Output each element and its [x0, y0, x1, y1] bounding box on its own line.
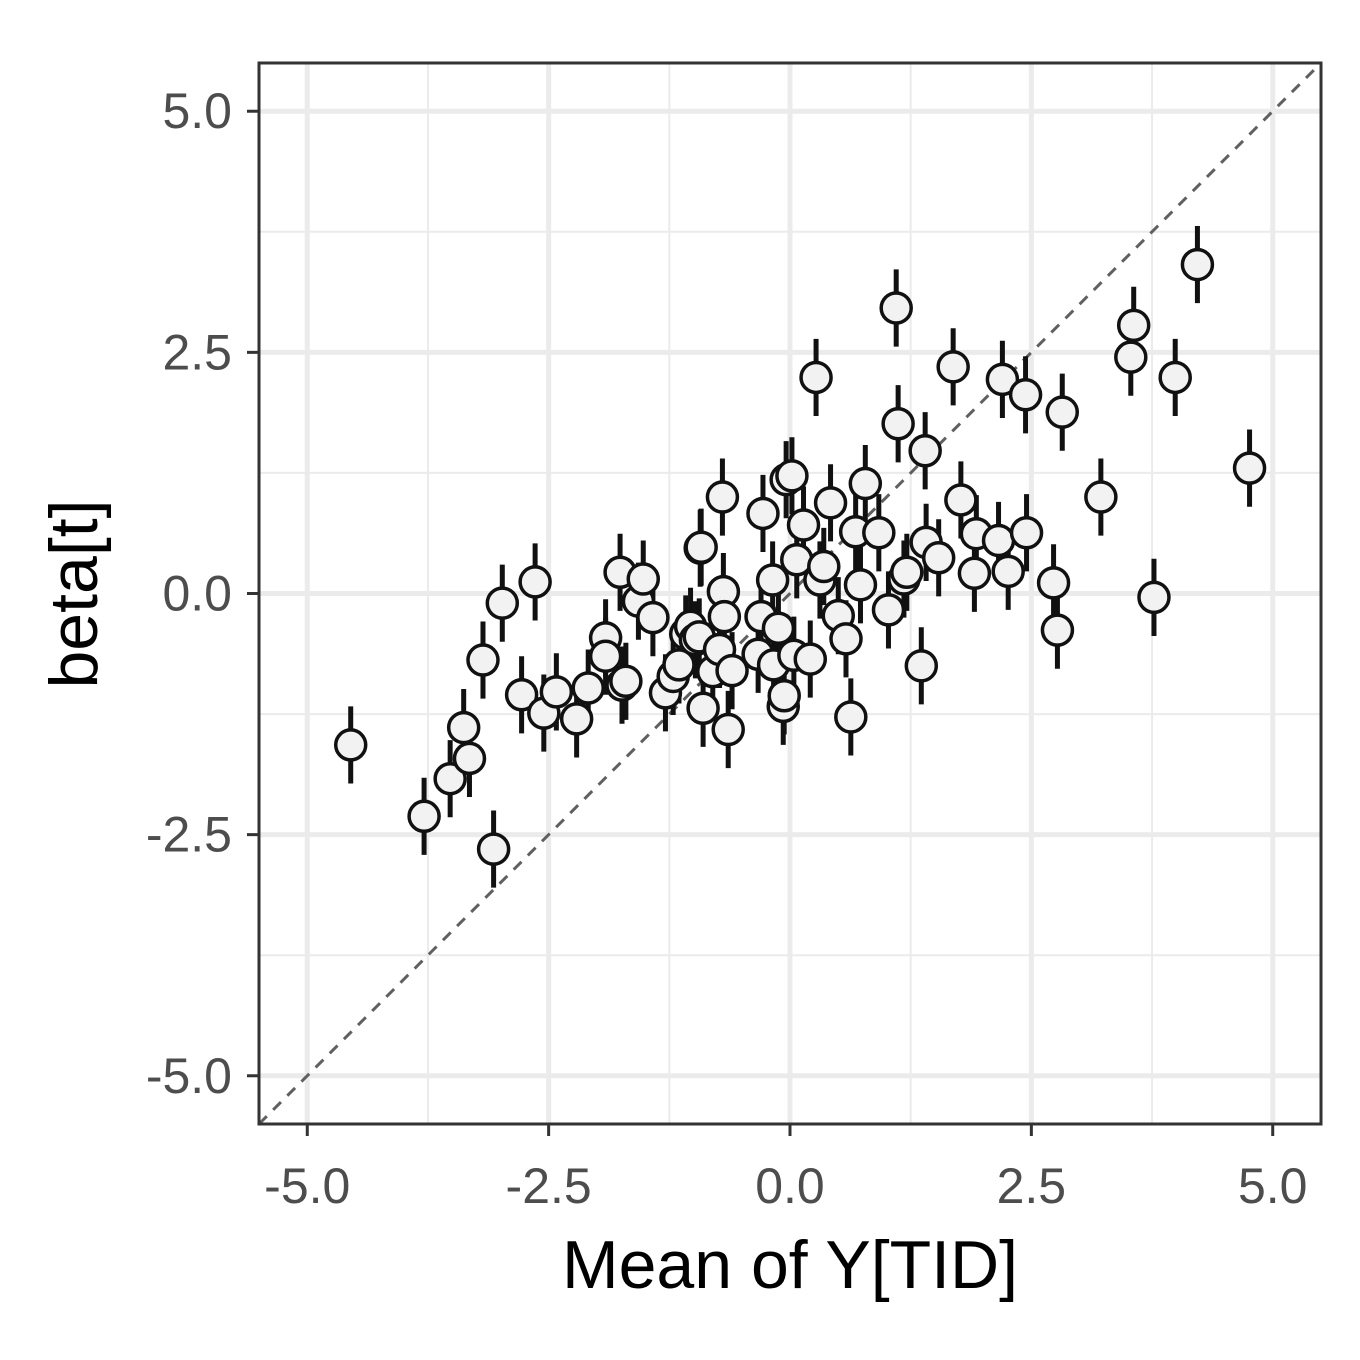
data-point: [466, 643, 500, 677]
data-point: [908, 433, 942, 468]
y-tick-label: 5.0: [162, 83, 232, 139]
data-point: [944, 483, 978, 517]
data-point: [871, 593, 906, 627]
y-tick-label: -2.5: [146, 807, 232, 863]
data-point: [518, 565, 552, 599]
data-point: [407, 799, 441, 834]
data-point: [1009, 515, 1044, 550]
data-point: [476, 832, 511, 866]
data-point: [921, 541, 956, 575]
data-point: [715, 653, 749, 688]
x-tick-label: 0.0: [755, 1158, 825, 1214]
data-point: [957, 556, 992, 590]
y-tick-label: -5.0: [146, 1048, 232, 1104]
data-point: [1137, 580, 1171, 615]
data-point: [1232, 451, 1267, 485]
data-point: [755, 563, 790, 597]
data-point: [807, 549, 841, 584]
data-point: [904, 649, 939, 683]
data-point: [705, 480, 740, 514]
data-point: [485, 586, 520, 620]
data-point: [539, 675, 574, 709]
data-point: [881, 406, 915, 441]
data-point: [848, 466, 883, 501]
data-point: [985, 362, 1020, 397]
data-point: [433, 761, 467, 796]
data-point: [1158, 360, 1192, 395]
data-point: [636, 600, 670, 635]
y-tick-label: 0.0: [162, 566, 232, 622]
x-tick-label: 5.0: [1238, 1158, 1308, 1214]
data-point: [1045, 395, 1080, 429]
data-point: [767, 678, 801, 713]
data-point: [1036, 566, 1071, 600]
data-point: [686, 691, 720, 726]
data-point: [684, 530, 718, 564]
data-points: [333, 247, 1267, 866]
data-point: [786, 508, 821, 542]
x-tick-label: 2.5: [997, 1158, 1067, 1214]
data-point: [559, 702, 594, 736]
x-axis: -5.0 -2.5 0.0 2.5 5.0: [264, 1124, 1307, 1214]
data-point: [746, 496, 780, 531]
data-point: [879, 291, 913, 325]
data-point: [793, 642, 828, 676]
y-tick-label: 2.5: [162, 324, 232, 380]
data-point: [711, 712, 745, 747]
data-point: [936, 350, 970, 384]
data-point: [843, 568, 878, 602]
x-axis-title: Mean of Y[TID]: [562, 1227, 1018, 1303]
data-point: [799, 360, 833, 395]
data-point: [1180, 247, 1215, 282]
data-point: [775, 459, 809, 493]
data-point: [1116, 308, 1151, 343]
data-point: [991, 554, 1025, 589]
data-point: [571, 671, 605, 705]
data-point: [707, 599, 742, 634]
data-point: [588, 639, 623, 673]
data-point: [662, 648, 696, 682]
data-point: [446, 710, 481, 745]
x-tick-label: -2.5: [506, 1158, 592, 1214]
y-axis: -5.0 -2.5 0.0 2.5 5.0: [146, 83, 259, 1104]
data-point: [1084, 480, 1118, 514]
data-point: [829, 622, 863, 656]
data-point: [834, 700, 868, 734]
data-point: [1040, 613, 1075, 647]
data-point: [862, 515, 896, 550]
x-tick-label: -5.0: [264, 1158, 350, 1214]
data-point: [890, 555, 924, 590]
data-point: [333, 728, 368, 762]
data-point: [1114, 340, 1148, 374]
data-point: [504, 678, 539, 712]
y-axis-title: beta[t]: [36, 499, 112, 688]
data-point: [609, 664, 643, 699]
data-point: [452, 741, 487, 776]
data-point: [813, 486, 848, 520]
data-point: [626, 562, 661, 596]
data-point: [761, 611, 796, 645]
identity-reference-line: [257, 61, 1323, 1126]
data-point: [981, 523, 1016, 558]
data-point: [1008, 378, 1043, 412]
